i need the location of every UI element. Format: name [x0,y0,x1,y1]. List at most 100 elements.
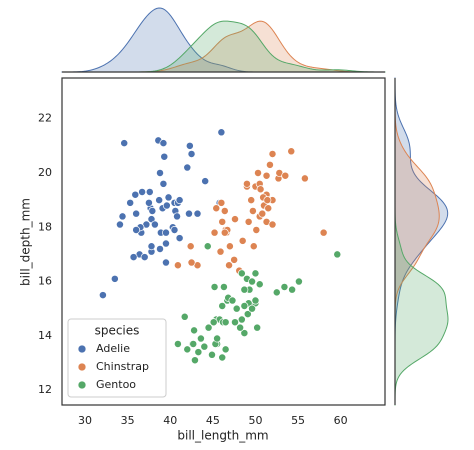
y-axis-label: bill_depth_mm [19,198,33,286]
point [126,198,135,207]
point [147,242,156,251]
point [256,185,265,194]
point [210,283,219,291]
point [194,348,203,357]
point [213,334,222,343]
point [240,302,249,310]
point [189,339,198,348]
point [258,209,267,218]
point [170,226,179,234]
point [262,171,271,180]
point [220,207,229,215]
point [280,283,289,291]
point [232,304,241,313]
point [225,242,234,251]
point [254,169,262,177]
y-tick-label: 12 [38,383,52,396]
point [212,204,221,213]
point [180,312,189,321]
point [183,345,192,354]
point [240,285,249,294]
point [268,220,277,229]
point [217,198,226,207]
point [251,296,260,305]
point [156,169,164,177]
point [173,339,182,348]
point [228,296,237,305]
point [252,226,261,234]
point [187,150,196,158]
legend-box [67,318,167,398]
point [209,318,218,327]
point [162,258,170,267]
point [242,179,251,188]
x-tick-label: 50 [248,414,262,427]
y-tick-label: 22 [38,112,52,125]
point [98,291,107,300]
y-tick-label: 14 [38,329,52,342]
point [173,261,182,270]
point [333,250,342,259]
point [230,255,239,264]
point [288,285,297,294]
point [156,245,164,253]
point [203,242,212,251]
point [237,269,246,278]
point [164,193,173,202]
point [319,228,328,237]
point [162,201,171,210]
point [162,228,170,237]
legend-label: Gentoo [96,378,136,391]
point [218,353,227,362]
point [255,280,264,289]
point [219,283,228,291]
point [248,304,257,313]
point [272,288,281,297]
point [236,323,245,332]
point [132,209,141,218]
point [186,242,195,251]
point [183,163,192,172]
point [217,128,226,137]
point [218,217,227,226]
y-tick-label: 20 [38,166,52,179]
x-tick-label: 45 [206,414,220,427]
x-tick-label: 60 [334,414,348,427]
point [187,258,196,267]
y-tick-label: 16 [38,275,52,288]
point [140,253,149,262]
legend-marker [77,362,87,372]
point [148,207,157,215]
point [231,215,239,224]
point [155,196,164,205]
point [237,315,246,324]
x-tick-label: 30 [78,414,92,427]
point [173,212,182,221]
point [150,220,159,229]
point [300,174,309,183]
point [216,247,225,256]
point [175,234,184,243]
point [218,302,227,310]
point [238,236,247,245]
point [196,334,205,343]
legend-label: Adelie [96,342,130,355]
point [162,239,170,248]
point [190,356,199,365]
point [208,350,216,359]
legend-title: species [95,324,140,338]
point [243,310,252,319]
point [248,207,257,215]
point [294,277,303,286]
point [190,326,199,335]
point [118,212,127,221]
axes-frame [61,77,386,406]
point [110,274,119,283]
point [160,152,169,161]
point [204,323,213,332]
point [201,177,210,186]
point [268,150,277,158]
point [145,188,154,196]
x-axis-label: bill_length_mm [177,429,268,443]
